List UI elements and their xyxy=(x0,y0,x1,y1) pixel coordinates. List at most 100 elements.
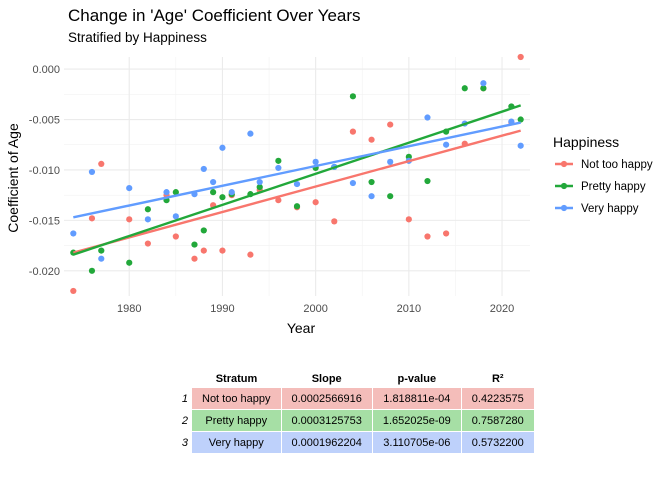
data-point xyxy=(443,230,450,237)
data-point xyxy=(331,218,338,225)
table-header-stratum: Stratum xyxy=(215,373,258,385)
table-row: 3 Very happy 0.0001962204 3.110705e-06 0.573… xyxy=(168,431,535,454)
table-cell-slope: 0.0002566916 xyxy=(281,388,373,410)
data-point xyxy=(247,130,254,137)
trend-lines xyxy=(72,104,522,256)
table-cell-p-value: 3.110705e-06 xyxy=(372,431,462,454)
data-point xyxy=(387,121,394,128)
data-point xyxy=(70,287,77,295)
data-point xyxy=(88,168,96,176)
trend-line xyxy=(72,104,522,256)
data-point xyxy=(368,178,375,186)
chart-subtitle: Stratified by Happiness xyxy=(68,30,207,45)
data-point xyxy=(293,203,301,210)
table-row-index: 1 xyxy=(168,388,192,410)
data-point xyxy=(88,267,96,274)
data-point xyxy=(387,158,394,165)
scatter-chart: 1980 1990 2000 2010 2020 0.000 -0.005 -0.010 -0.… xyxy=(5,53,653,336)
x-axis-title: Year xyxy=(287,320,316,336)
legend-key-point xyxy=(560,160,568,168)
data-point xyxy=(219,144,226,151)
trend-line xyxy=(73,129,521,254)
legend-label: Very happy xyxy=(581,203,639,215)
table-header-row: Stratum Slope p-value R² xyxy=(168,370,534,388)
data-point xyxy=(293,180,301,188)
data-point xyxy=(200,165,207,173)
data-point xyxy=(200,247,207,254)
data-point xyxy=(70,230,77,237)
data-point xyxy=(219,194,226,201)
data-point xyxy=(210,189,217,196)
table-header-p-value: p-value xyxy=(397,373,437,385)
table-cell-p-value: 1.652025e-09 xyxy=(372,409,462,432)
data-point xyxy=(368,136,375,143)
table-header-slope: Slope xyxy=(311,373,342,385)
data-point xyxy=(424,233,431,240)
data-point xyxy=(312,158,319,165)
legend-label: Pretty happy xyxy=(581,181,646,193)
data-point xyxy=(219,247,226,254)
x-tick-label: 2020 xyxy=(490,303,514,315)
data-point xyxy=(191,241,198,248)
legend-label: Not too happy xyxy=(581,159,653,171)
data-point xyxy=(163,189,170,196)
data-point xyxy=(126,184,133,192)
data-point xyxy=(228,189,235,196)
data-point xyxy=(144,240,151,247)
data-point xyxy=(191,255,198,262)
data-point xyxy=(172,233,179,240)
data-point xyxy=(424,114,431,121)
y-tick-label: -0.010 xyxy=(29,165,60,177)
table-cell-stratum: Very happy xyxy=(192,431,282,454)
trend-line xyxy=(73,121,521,219)
data-point xyxy=(275,197,282,204)
legend-key-point xyxy=(560,204,568,212)
data-point xyxy=(126,216,133,223)
data-point xyxy=(480,85,487,92)
data-point xyxy=(210,178,217,186)
data-point xyxy=(349,128,357,135)
data-point xyxy=(517,142,524,149)
data-point xyxy=(256,183,263,191)
data-point xyxy=(88,215,96,222)
data-point xyxy=(275,164,282,172)
data-point xyxy=(172,189,179,196)
data-point xyxy=(387,193,394,200)
data-point xyxy=(98,160,105,167)
x-tick-label: 2000 xyxy=(303,303,327,315)
legend-item: Not too happy xyxy=(555,159,653,171)
table-cell-slope: 0.0001962204 xyxy=(281,431,373,454)
data-point xyxy=(349,93,357,100)
table-cell-stratum: Pretty happy xyxy=(192,409,282,432)
x-tick-label: 2010 xyxy=(397,303,421,315)
data-point xyxy=(247,251,254,258)
legend: Happiness Not too happy Pretty happy Very … xyxy=(553,134,653,215)
y-tick-label: -0.015 xyxy=(29,215,60,227)
table-cell-p-value: 1.818811e-04 xyxy=(372,388,462,410)
data-point xyxy=(98,247,105,254)
y-tick-label: 0.000 xyxy=(32,64,60,76)
data-point xyxy=(126,259,133,266)
table-row-index: 3 xyxy=(168,431,192,454)
table-cell-r2: 0.4223575 xyxy=(461,388,535,410)
table-row: 1 Not too happy 0.0002566916 1.818811e-04 0.… xyxy=(168,388,535,410)
table-index-header xyxy=(168,370,192,388)
data-points xyxy=(70,53,524,295)
data-point xyxy=(144,216,151,223)
data-point xyxy=(349,179,357,187)
data-point xyxy=(480,80,487,87)
data-point xyxy=(98,255,105,262)
legend-item: Pretty happy xyxy=(555,181,646,193)
chart-title: Change in 'Age' Coefficient Over Years xyxy=(68,6,361,25)
legend-item: Very happy xyxy=(555,203,639,215)
data-point xyxy=(461,85,468,92)
grid-lines xyxy=(64,57,530,296)
data-point xyxy=(517,53,524,61)
data-point xyxy=(256,178,263,186)
legend-title: Happiness xyxy=(553,134,619,150)
table-row-index: 2 xyxy=(168,409,192,432)
data-point xyxy=(368,193,375,200)
x-tick-label: 1980 xyxy=(117,303,141,315)
y-axis-title: Coefficient of Age xyxy=(5,123,21,233)
table-cell-stratum: Not too happy xyxy=(192,388,282,410)
